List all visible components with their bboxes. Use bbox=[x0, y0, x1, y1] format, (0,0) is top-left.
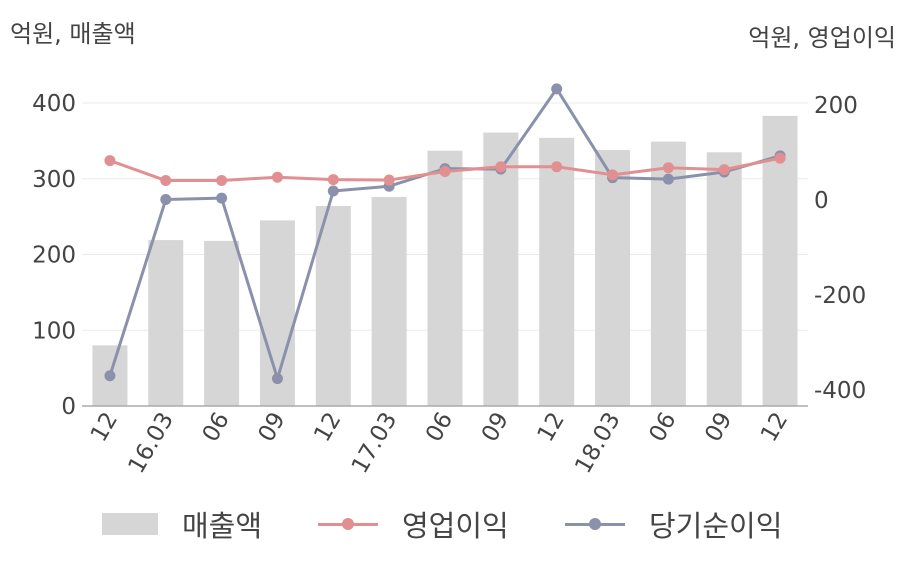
legend-line-swatch-operating bbox=[318, 513, 378, 535]
left-axis-unit: 억원, 매출액 bbox=[10, 20, 136, 48]
bar-revenue bbox=[595, 149, 631, 406]
x-tick-label: 12 bbox=[309, 408, 346, 446]
point-operating-profit bbox=[607, 169, 619, 181]
right-tick-label: 0 bbox=[814, 188, 829, 214]
bar-revenue bbox=[483, 132, 519, 407]
x-tick-label: 09 bbox=[477, 408, 514, 446]
point-operating-profit bbox=[662, 162, 674, 174]
x-tick-label: 18.03 bbox=[570, 408, 625, 478]
x-tick-label: 06 bbox=[198, 408, 235, 446]
point-operating-profit bbox=[104, 155, 116, 167]
bar-revenue bbox=[539, 137, 575, 406]
point-operating-profit bbox=[271, 171, 283, 183]
bar-revenue bbox=[204, 240, 240, 406]
legend-bar-swatch bbox=[102, 513, 158, 535]
point-net-income bbox=[551, 83, 563, 95]
point-operating-profit bbox=[551, 161, 563, 173]
point-net-income bbox=[160, 194, 172, 206]
left-tick-label: 400 bbox=[32, 91, 76, 117]
bar-revenue bbox=[427, 150, 463, 406]
x-tick-label: 12 bbox=[756, 408, 793, 446]
legend-item-revenue: 매출액 bbox=[102, 500, 262, 548]
point-net-income bbox=[104, 370, 116, 382]
legend-line-swatch-net bbox=[565, 513, 625, 535]
point-net-income bbox=[327, 185, 339, 197]
x-tick-label: 09 bbox=[254, 408, 291, 446]
point-operating-profit bbox=[718, 164, 730, 176]
legend-label-revenue: 매출액 bbox=[182, 509, 263, 543]
bar-revenue bbox=[148, 240, 184, 406]
bar-revenue bbox=[371, 196, 407, 406]
legend-label-net-income: 당기순이익 bbox=[649, 509, 783, 543]
point-net-income bbox=[271, 373, 283, 385]
legend: 매출액 영업이익 당기순이익 bbox=[0, 500, 908, 548]
x-tick-label: 16.03 bbox=[124, 408, 179, 478]
point-operating-profit bbox=[774, 152, 786, 164]
bar-revenue bbox=[762, 115, 798, 406]
point-operating-profit bbox=[216, 175, 228, 187]
right-axis-unit: 억원, 영업이익 bbox=[748, 24, 896, 52]
point-net-income bbox=[216, 192, 228, 204]
left-tick-label: 100 bbox=[32, 318, 76, 344]
legend-item-net-income: 당기순이익 bbox=[565, 500, 782, 548]
x-tick-label: 12 bbox=[86, 408, 123, 446]
right-tick-label: -400 bbox=[814, 378, 866, 404]
left-tick-label: 200 bbox=[32, 243, 76, 269]
x-tick-label: 06 bbox=[421, 408, 458, 446]
right-tick-label: -200 bbox=[814, 283, 866, 309]
point-operating-profit bbox=[327, 174, 339, 186]
bar-revenue bbox=[650, 141, 686, 406]
point-operating-profit bbox=[439, 166, 451, 177]
left-tick-label: 0 bbox=[61, 394, 76, 420]
legend-item-operating-profit: 영업이익 bbox=[318, 500, 509, 548]
legend-label-operating-profit: 영업이익 bbox=[402, 509, 509, 543]
right-tick-label: 200 bbox=[814, 93, 858, 119]
left-tick-label: 300 bbox=[32, 167, 76, 193]
point-operating-profit bbox=[495, 161, 507, 173]
x-tick-label: 06 bbox=[644, 408, 681, 446]
x-tick-label: 17.03 bbox=[347, 408, 402, 478]
x-tick-label: 09 bbox=[700, 408, 737, 446]
point-operating-profit bbox=[383, 174, 395, 186]
point-operating-profit bbox=[160, 175, 172, 187]
bar-revenue bbox=[706, 152, 742, 406]
bar-revenue bbox=[315, 206, 351, 406]
x-tick-label: 12 bbox=[533, 408, 570, 446]
point-net-income bbox=[662, 173, 674, 185]
